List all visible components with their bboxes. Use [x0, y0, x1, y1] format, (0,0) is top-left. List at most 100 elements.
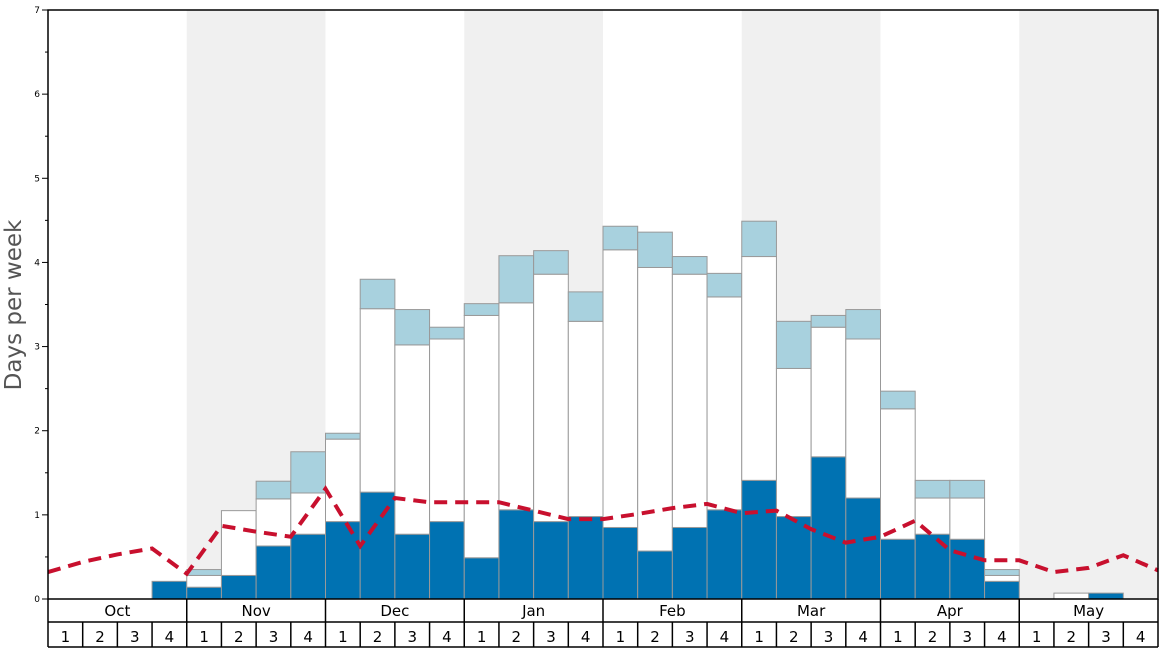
bar-segment [914, 479, 951, 499]
bar-segment [602, 249, 639, 528]
bar-segment [498, 255, 535, 304]
week-label: 3 [685, 628, 695, 646]
bar-segment [186, 569, 222, 576]
bar-segment [880, 408, 916, 540]
bar-segment [151, 580, 188, 600]
bar-segment [984, 574, 1020, 582]
y-tick-label: 0 [34, 595, 40, 605]
bar-segment [949, 538, 986, 600]
bar-segment [845, 338, 881, 499]
week-label: 1 [199, 628, 209, 646]
bar-segment [949, 497, 986, 540]
bar-segment [810, 326, 847, 458]
bar-segment [914, 497, 951, 535]
week-label: 4 [165, 628, 175, 646]
bar-segment [463, 303, 500, 316]
week-label: 4 [997, 628, 1007, 646]
week-label: 3 [269, 628, 279, 646]
week-label: 1 [616, 628, 626, 646]
month-label: Nov [241, 602, 270, 620]
bar-segment [463, 314, 500, 559]
bar-segment [325, 432, 361, 440]
week-label: 3 [130, 628, 140, 646]
bar-segment [637, 266, 673, 552]
bar-segment [359, 491, 396, 600]
bar-segment [949, 479, 986, 499]
week-label: 1 [1032, 628, 1042, 646]
bar-segment [290, 451, 326, 494]
y-tick-label: 4 [34, 258, 40, 268]
week-label: 2 [928, 628, 938, 646]
bar-segment [845, 309, 881, 340]
month-label: Feb [659, 602, 686, 620]
week-label: 2 [789, 628, 799, 646]
week-label: 1 [338, 628, 348, 646]
bar-segment [1053, 592, 1090, 600]
month-label: May [1073, 602, 1104, 620]
week-label: 4 [720, 628, 730, 646]
week-label: 2 [650, 628, 660, 646]
average-line-layer [47, 485, 1159, 577]
bar-segment [325, 438, 361, 523]
week-label: 1 [893, 628, 903, 646]
bar-segment [359, 308, 396, 493]
month-label: Dec [380, 602, 409, 620]
week-label: 3 [1101, 628, 1111, 646]
bar-segment [637, 231, 673, 268]
bar-segment [186, 586, 222, 600]
bar-segment [880, 538, 916, 600]
bar-segment [984, 569, 1020, 576]
bar-segment [359, 278, 396, 310]
bar-segment [984, 580, 1020, 600]
month-label: Mar [797, 602, 826, 620]
bar-segment [533, 521, 569, 600]
bar-segment [325, 521, 361, 600]
y-tick-label: 5 [34, 174, 40, 184]
week-label: 3 [962, 628, 972, 646]
bar-segment [429, 338, 465, 523]
bar-segment [671, 273, 708, 528]
bar-segment [706, 296, 743, 511]
bar-segment [775, 367, 812, 518]
week-label: 2 [234, 628, 244, 646]
week-label: 2 [1067, 628, 1077, 646]
bar-segment [1088, 592, 1124, 600]
bar-segment [533, 273, 569, 523]
week-label: 3 [824, 628, 834, 646]
bar-segment [255, 498, 292, 547]
month-label: Apr [937, 602, 964, 620]
y-tick-label: 2 [34, 427, 40, 437]
week-label: 1 [477, 628, 487, 646]
bar-segment [186, 574, 222, 588]
bar-segment [220, 574, 257, 600]
bar-segment [255, 545, 292, 600]
bar-segment [567, 320, 604, 518]
bar-segment [810, 456, 847, 600]
week-label: 2 [373, 628, 383, 646]
week-label: 2 [95, 628, 105, 646]
bar-segment [463, 557, 500, 600]
bar-segment [671, 256, 708, 275]
bar-segment [220, 510, 257, 576]
bar-segment [498, 302, 535, 511]
bar-segment [775, 320, 812, 369]
bar-segment [533, 250, 569, 275]
week-label: 2 [512, 628, 522, 646]
week-label: 1 [61, 628, 71, 646]
week-label: 4 [442, 628, 452, 646]
axes-layer: 0 1 2 3 4 5 6 7 Oct Nov Dec Jan Feb Mar Apr May 1 2 3 4 1 2 3 4… [34, 6, 1159, 648]
bar-segment [880, 390, 916, 410]
week-label: 4 [581, 628, 591, 646]
bar-segment [498, 509, 535, 600]
bar-segment [394, 344, 431, 535]
y-tick-label: 3 [34, 343, 40, 353]
week-label: 4 [303, 628, 313, 646]
bar-segment [741, 479, 777, 600]
month-shade-may [1019, 10, 1158, 599]
bar-segment [671, 526, 708, 600]
bar-segment [394, 533, 431, 600]
bar-segment [602, 526, 639, 600]
week-label: 4 [1136, 628, 1146, 646]
